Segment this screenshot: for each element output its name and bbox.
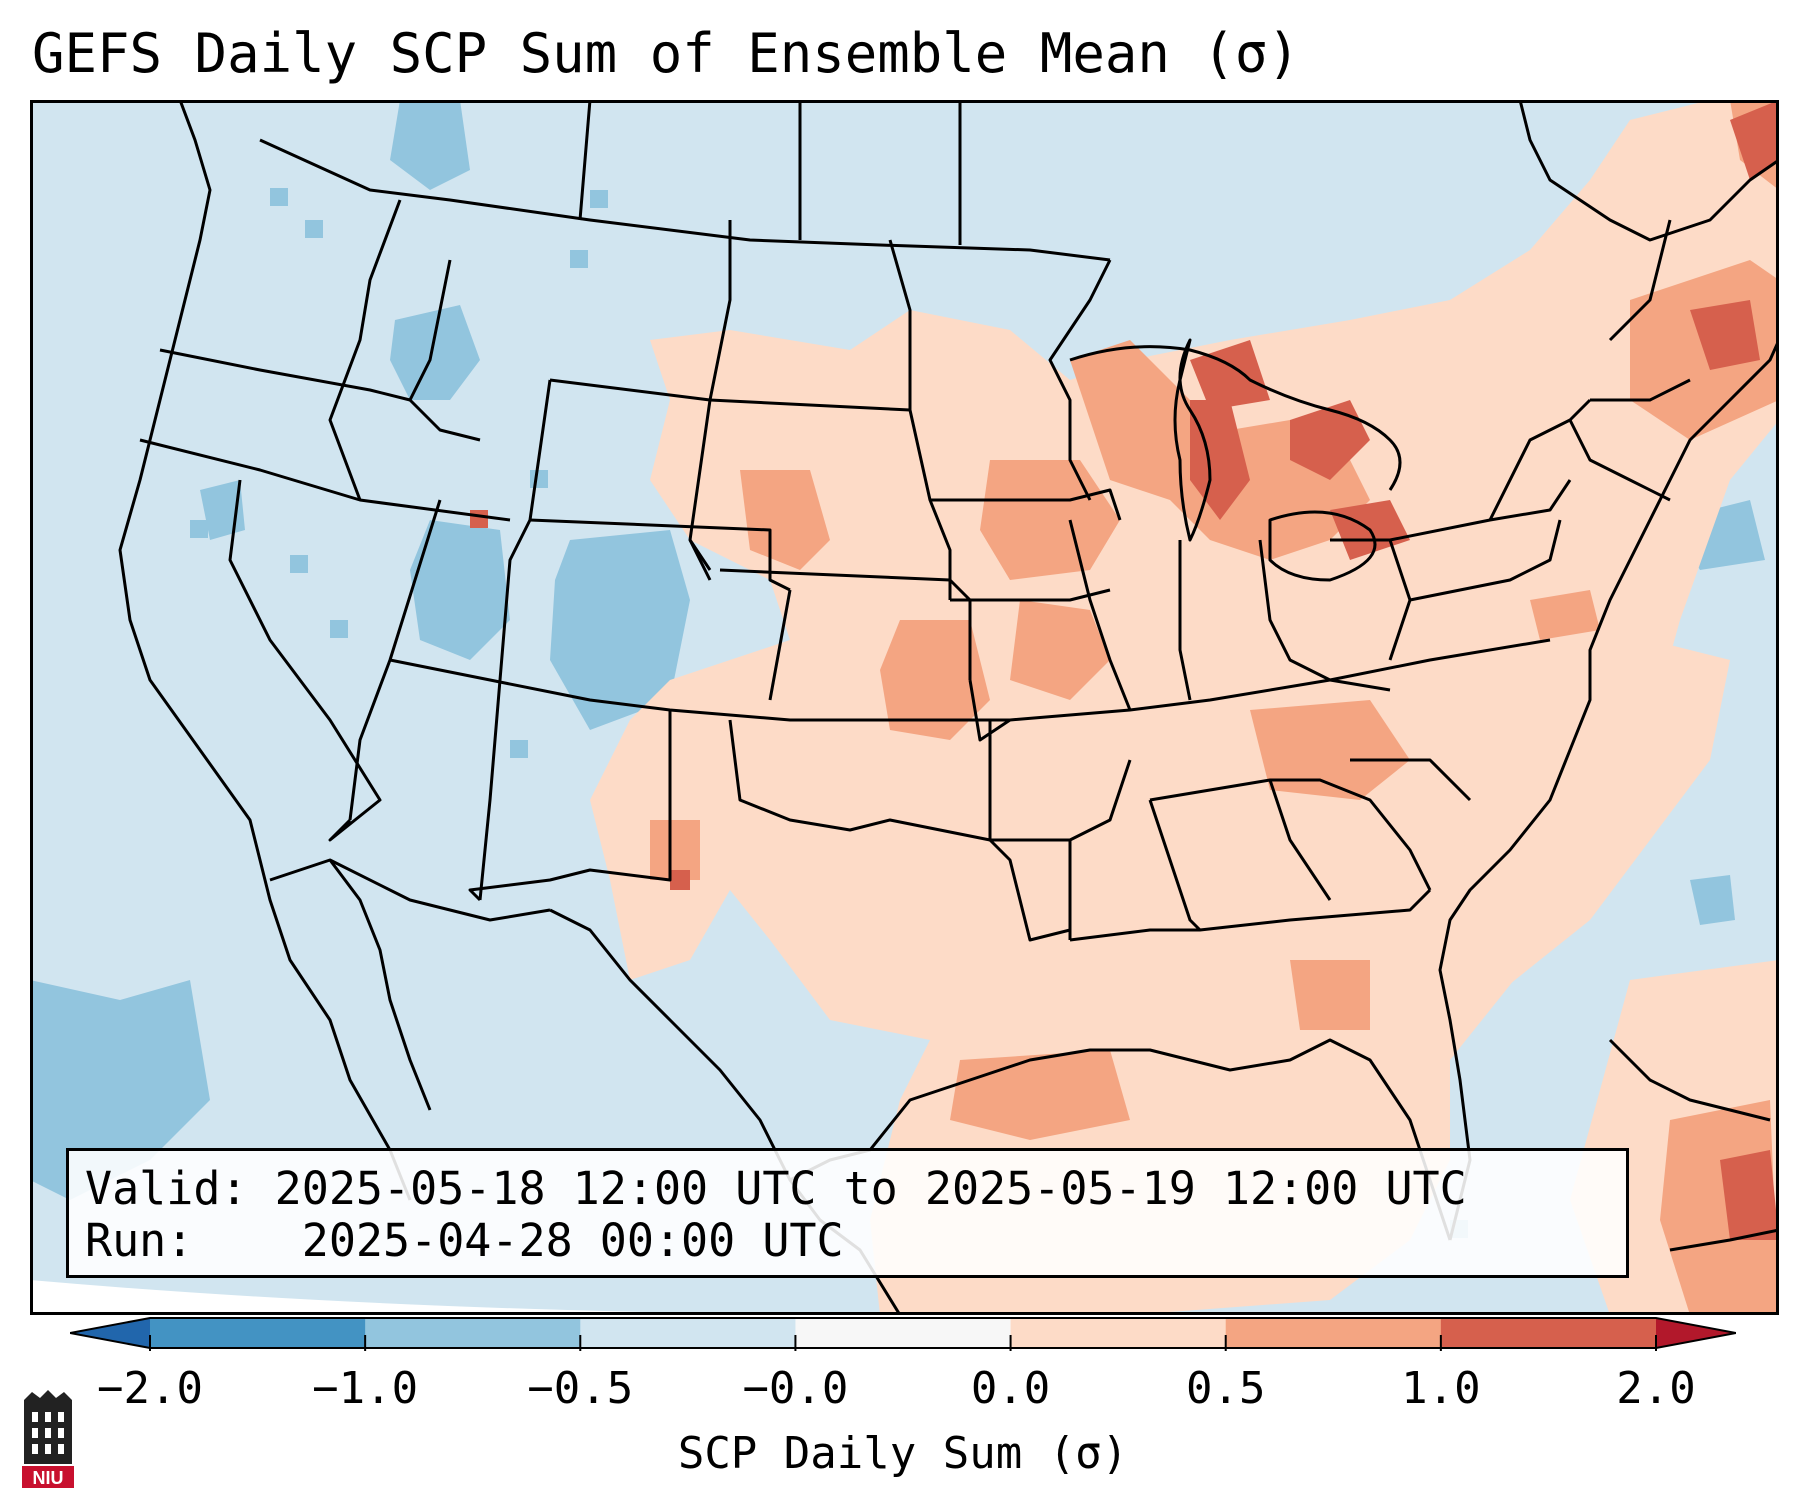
coastlines	[118, 100, 1779, 1315]
run-time-line: Run: 2025-04-28 00:00 UTC	[85, 1215, 844, 1267]
colorbar-segment	[1225, 1318, 1442, 1348]
colorbar-segment	[150, 1318, 366, 1348]
colorbar	[70, 1317, 1736, 1351]
colorbar-tick-label: −0.0	[742, 1363, 849, 1414]
colorbar-segment	[365, 1318, 581, 1348]
valid-label: Valid:	[85, 1162, 248, 1215]
valid-value: 2025-05-18 12:00 UTC to 2025-05-19 12:00…	[274, 1162, 1467, 1215]
run-label: Run:	[85, 1214, 194, 1267]
logo-text: NIU	[33, 1468, 64, 1488]
colorbar-segment	[1440, 1318, 1657, 1348]
colorbar-segment	[1010, 1318, 1227, 1348]
valid-time-line: Valid: 2025-05-18 12:00 UTC to 2025-05-1…	[85, 1163, 1467, 1215]
colorbar-tick-label: 0.5	[1185, 1363, 1266, 1414]
colorbar-extend-high	[1656, 1318, 1736, 1348]
colorbar-tick-label: −1.0	[312, 1363, 419, 1414]
projection-edge	[30, 1280, 930, 1315]
colorbar-ticks	[149, 1335, 1657, 1351]
colorbar-tick-label: 0.0	[970, 1363, 1051, 1414]
colorbar-tick-label: −2.0	[97, 1363, 203, 1414]
colorbar-label: SCP Daily Sum (σ)	[677, 1428, 1129, 1479]
state-borders	[139, 100, 1691, 942]
map-frame	[30, 100, 1779, 1315]
colorbar-segment	[580, 1318, 796, 1348]
colorbar-tick-label: 2.0	[1616, 1363, 1696, 1414]
run-value: 2025-04-28 00:00 UTC	[301, 1214, 844, 1267]
page-title: GEFS Daily SCP Sum of Ensemble Mean (σ)	[32, 22, 1300, 85]
colorbar-segment	[795, 1318, 1012, 1348]
run-info-box: Valid: 2025-05-18 12:00 UTC to 2025-05-1…	[66, 1148, 1629, 1278]
niu-logo-icon: NIU	[22, 1390, 74, 1488]
map-panel	[30, 100, 1779, 1315]
colorbar-extend-low	[70, 1318, 150, 1348]
colorbar-tick-label: 1.0	[1401, 1363, 1481, 1414]
colorbar-tick-label: −0.5	[527, 1363, 634, 1414]
colorbar-segments	[150, 1318, 1657, 1348]
